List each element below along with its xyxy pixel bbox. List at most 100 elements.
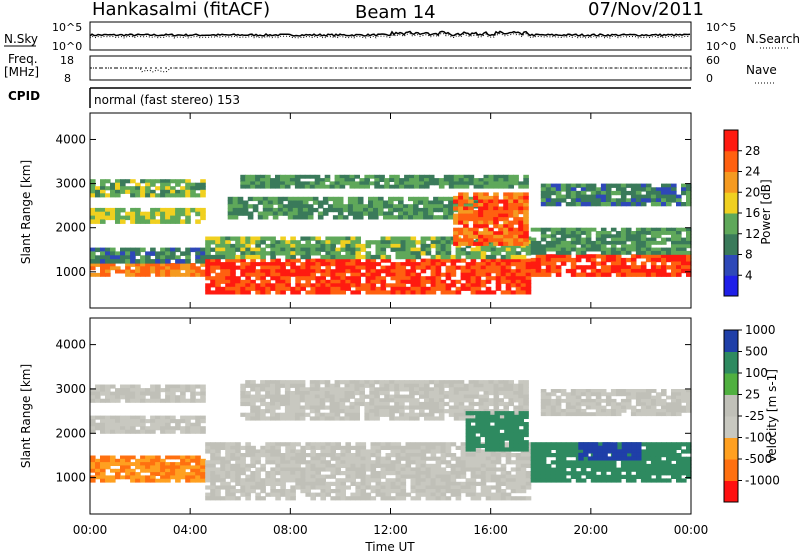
velocity-cell: [475, 449, 482, 454]
velocity-cell: [205, 474, 211, 479]
velocity-cell: [475, 422, 481, 427]
velocity-cell: [550, 445, 557, 450]
velocity-cell: [595, 478, 602, 483]
velocity-cell: [414, 398, 420, 403]
power-cell: [262, 200, 269, 205]
velocity-cell: [513, 383, 519, 388]
power-cell: [250, 262, 256, 267]
velocity-cell: [220, 445, 226, 450]
power-cell: [450, 269, 457, 274]
power-cell: [424, 181, 430, 186]
velocity-cell: [676, 398, 682, 403]
power-cell: [385, 236, 392, 241]
velocity-cell: [320, 485, 326, 490]
velocity-cell: [335, 481, 341, 486]
velocity-cell: [545, 395, 552, 400]
power-cell: [415, 262, 422, 267]
power-cell: [640, 231, 647, 235]
power-cell: [500, 290, 507, 295]
power-cell: [430, 269, 437, 274]
velocity-cell: [545, 408, 552, 413]
velocity-cell: [600, 478, 607, 483]
velocity-cell: [625, 405, 632, 410]
velocity-cell: [415, 485, 422, 490]
power-cell: [385, 243, 392, 249]
velocity-cell: [493, 394, 500, 399]
power-cell: [370, 276, 377, 281]
velocity-cell: [335, 442, 341, 447]
velocity-cell: [320, 456, 326, 461]
power-cell: [275, 240, 281, 245]
velocity-cell: [500, 478, 507, 483]
velocity-cell: [428, 380, 435, 385]
power-cell: [555, 194, 562, 199]
velocity-cell: [305, 489, 311, 494]
velocity-cell: [190, 384, 196, 389]
power-cell: [237, 211, 244, 216]
power-cell: [420, 279, 427, 284]
power-cell: [458, 184, 465, 189]
power-cell: [285, 258, 291, 263]
velocity-cell: [250, 481, 256, 486]
velocity-cell: [493, 387, 500, 392]
power-cell: [483, 199, 489, 204]
velocity-cell: [666, 405, 672, 410]
power-cell: [160, 182, 166, 187]
power-cell: [625, 257, 632, 263]
velocity-cell: [621, 445, 628, 450]
power-cell: [498, 224, 504, 229]
power-cell: [160, 207, 166, 213]
velocity-cell: [135, 462, 141, 466]
velocity-cell: [329, 405, 336, 410]
power-cell: [240, 247, 246, 252]
velocity-cell: [635, 467, 642, 472]
velocity-cell: [270, 401, 276, 407]
velocity-cell: [438, 380, 445, 385]
velocity-cell: [504, 447, 510, 452]
power-cell: [300, 272, 306, 277]
velocity-cell: [190, 415, 196, 420]
velocity-cell: [509, 447, 515, 452]
velocity-cell: [135, 478, 141, 483]
velocity-cell: [290, 456, 296, 461]
velocity-cell: [345, 478, 351, 483]
velocity-cell: [309, 405, 316, 410]
power-cell: [405, 269, 412, 274]
velocity-cell: [590, 467, 597, 472]
velocity-cell: [681, 398, 687, 403]
power-cell: [130, 186, 136, 191]
velocity-cell: [509, 440, 515, 445]
power-cell: [220, 286, 226, 291]
velocity-cell: [215, 460, 221, 465]
velocity-cell: [90, 419, 96, 424]
power-cell: [666, 187, 672, 192]
power-cell: [515, 279, 522, 284]
power-cell: [390, 290, 397, 295]
power-cell: [345, 286, 351, 291]
power-cell: [315, 258, 321, 263]
velocity-cell: [458, 405, 465, 410]
velocity-cell: [448, 391, 455, 396]
velocity-cell: [345, 485, 351, 490]
power-cell: [585, 254, 592, 259]
velocity-cell: [615, 471, 622, 476]
velocity-cell: [359, 380, 365, 385]
velocity-cell: [400, 474, 407, 479]
power-cell: [508, 199, 514, 204]
power-cell: [320, 286, 326, 291]
power-cell: [415, 279, 422, 284]
power-cell: [415, 286, 422, 291]
velocity-cell: [240, 383, 246, 388]
velocity-cell: [505, 478, 512, 483]
power-cell: [676, 234, 682, 239]
power-cell: [155, 269, 161, 274]
velocity-cell: [200, 475, 206, 480]
power-cell: [640, 227, 647, 232]
velocity-cell: [260, 489, 266, 494]
power-cell: [495, 251, 502, 256]
velocity-cell: [385, 492, 392, 497]
power-cell: [327, 207, 334, 213]
velocity-cell: [470, 411, 476, 416]
power-cell: [295, 286, 301, 291]
